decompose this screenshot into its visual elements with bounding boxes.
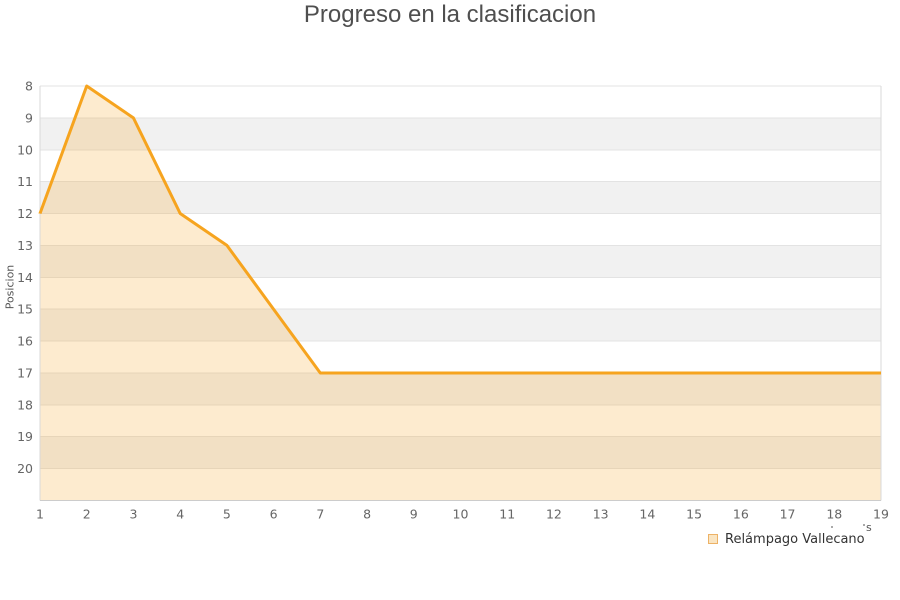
svg-text:16: 16	[733, 507, 749, 522]
chart-title: Progreso en la clasificacion	[303, 1, 597, 28]
svg-text:13: 13	[17, 238, 33, 253]
svg-text:10: 10	[17, 142, 33, 157]
svg-text:11: 11	[499, 507, 515, 522]
svg-text:11: 11	[17, 174, 33, 189]
svg-text:7: 7	[316, 507, 324, 522]
series-area	[40, 86, 881, 501]
svg-text:19: 19	[873, 507, 889, 522]
svg-text:18: 18	[17, 397, 33, 412]
svg-text:8: 8	[363, 507, 371, 522]
svg-text:6: 6	[270, 507, 278, 522]
svg-text:3: 3	[129, 507, 137, 522]
legend-item-label: Relámpago Vallecano	[725, 531, 865, 547]
chart-bands	[40, 86, 881, 501]
svg-text:12: 12	[17, 206, 33, 221]
svg-text:1: 1	[36, 507, 44, 522]
svg-text:14: 14	[17, 270, 33, 285]
svg-text:10: 10	[453, 507, 469, 522]
legend-swatch-icon	[708, 534, 718, 544]
svg-text:15: 15	[686, 507, 702, 522]
svg-text:12: 12	[546, 507, 562, 522]
svg-text:19: 19	[17, 429, 33, 444]
y-tick-labels: 8 9 10 11 12 13 14 15 16 17 18 19 20	[17, 79, 33, 477]
plot-border	[39, 86, 882, 501]
svg-text:17: 17	[780, 507, 796, 522]
x-axis-title-remnant: s	[866, 521, 872, 534]
svg-text:5: 5	[223, 507, 231, 522]
series-line	[38, 84, 881, 375]
svg-text:18: 18	[826, 507, 842, 522]
svg-text:14: 14	[639, 507, 655, 522]
svg-text:9: 9	[25, 110, 33, 125]
x-tick-labels: 1 2 3 4 5 6 7 8 9 10 11 12 13 14 15 16 17 18 19	[36, 507, 889, 522]
svg-text:2: 2	[83, 507, 91, 522]
chart-gridlines	[40, 85, 881, 470]
svg-text:16: 16	[17, 334, 33, 349]
svg-text:4: 4	[176, 507, 184, 522]
svg-text:20: 20	[17, 461, 33, 476]
axis-title-remnant-dot	[831, 526, 833, 528]
svg-text:13: 13	[593, 507, 609, 522]
svg-text:8: 8	[25, 79, 33, 94]
legend-item[interactable]: Relámpago Vallecano	[708, 530, 865, 548]
svg-text:17: 17	[17, 365, 33, 380]
svg-text:9: 9	[410, 507, 418, 522]
axis-title-remnant-dot	[863, 524, 865, 526]
svg-text:15: 15	[17, 302, 33, 317]
